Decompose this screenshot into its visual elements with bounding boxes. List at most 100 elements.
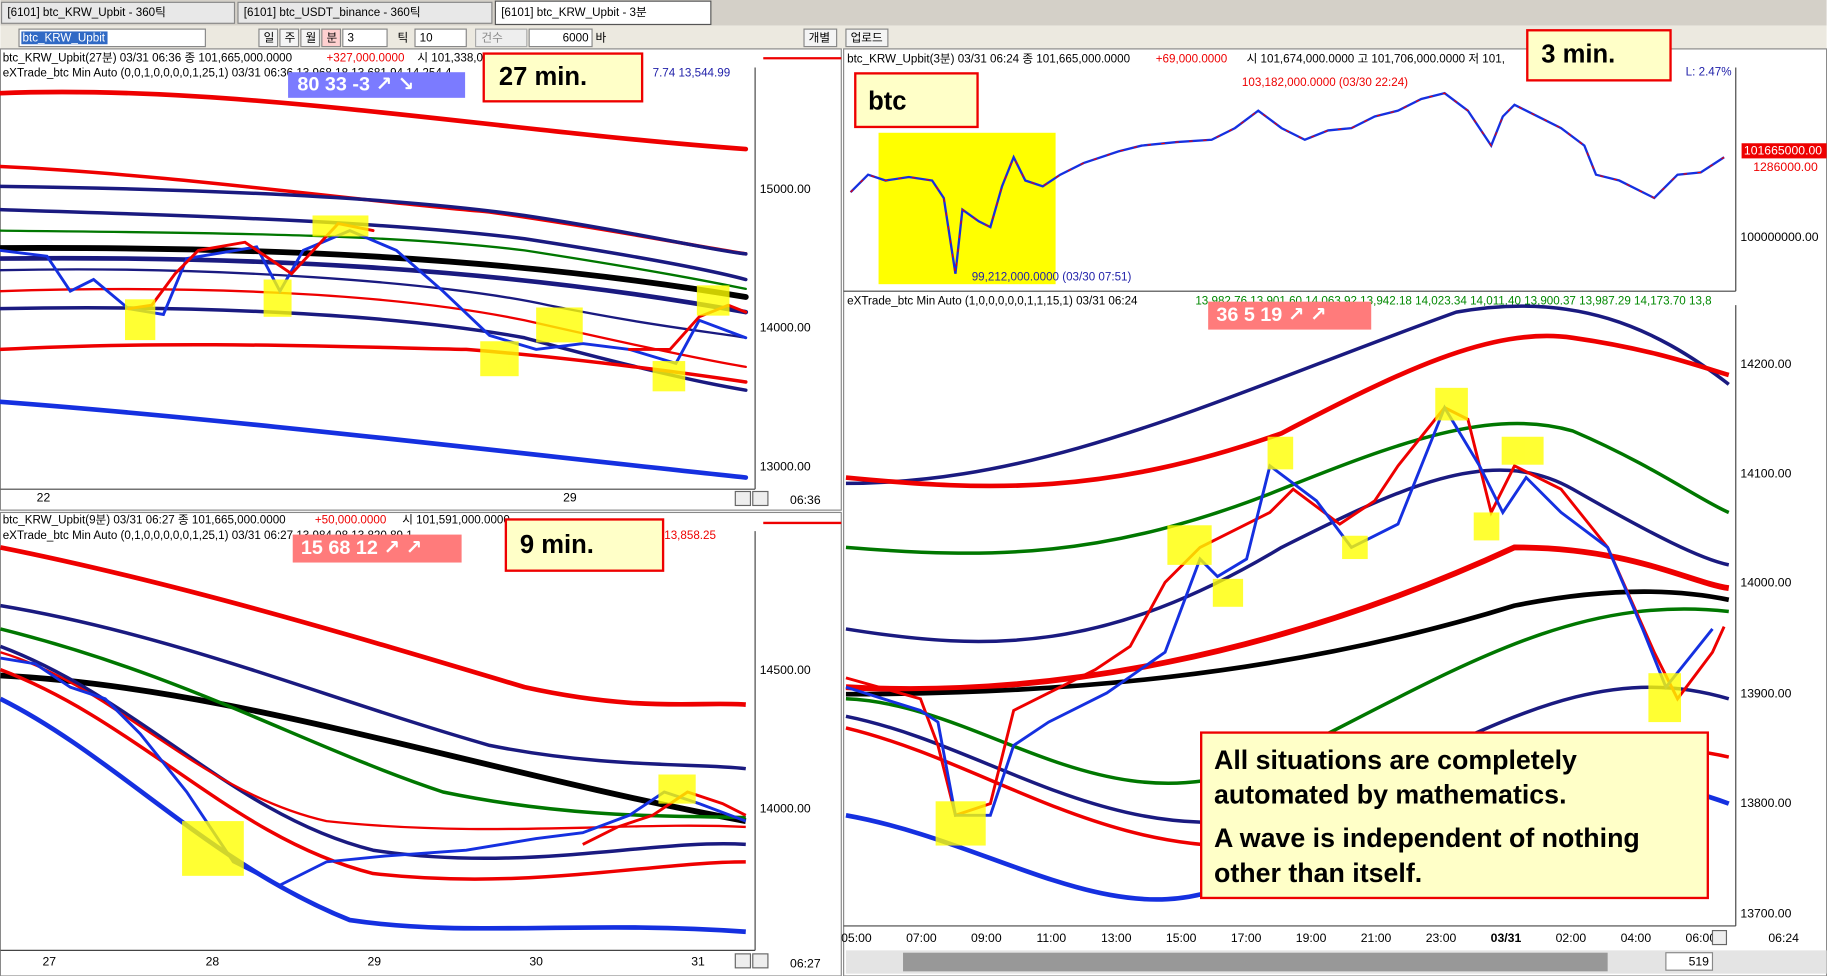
button: [300, 28, 321, 48]
tab-label: [6101] btc_KRW_Upbit - 3분: [501, 6, 647, 19]
x-tick-label: 04:00: [1621, 931, 1652, 945]
button: [279, 28, 300, 48]
callout-text: 9 min.: [520, 531, 594, 559]
indicator-header: eXTrade_btc Min Auto (1,0,0,0,0,0,1,1,15…: [847, 295, 1138, 308]
highlight: [1267, 436, 1294, 470]
badge: [292, 534, 462, 563]
highlight: [1648, 673, 1682, 723]
highlight: [1342, 535, 1368, 560]
price-line: [0, 229, 748, 366]
band-line: [845, 304, 1730, 486]
price-line: [627, 303, 748, 351]
price-line: [845, 405, 1726, 818]
tab-active[interactable]: [494, 0, 712, 26]
highlight: [1501, 436, 1544, 465]
x-tick-label: 27: [43, 954, 57, 968]
band-line: [0, 696, 746, 935]
count-value: 6000: [563, 32, 589, 45]
band-line: [0, 207, 748, 282]
y-tick-label: 14100.00: [1740, 466, 1791, 480]
y-tick-label: 13800.00: [1740, 796, 1791, 810]
group: 05:00 07:00 09:00 11:00 13:00 15:00 17:00 19:00…: [841, 931, 1716, 945]
price-last: 101665000.00: [1744, 144, 1822, 158]
band-line: [0, 399, 749, 480]
tab-label: [6101] btc_KRW_Upbit - 360틱: [7, 6, 165, 19]
price-line: [850, 92, 1725, 274]
note-line: All situations are completely: [1214, 745, 1577, 775]
button: [845, 28, 889, 48]
indicator-header: 13,858.25: [664, 529, 716, 542]
x-tick-label: 17:00: [1231, 931, 1262, 945]
button: [803, 28, 838, 48]
icon-button[interactable]: [734, 490, 752, 507]
x-tick-label: 29: [367, 954, 381, 968]
group: [182, 774, 696, 876]
x-tick-label: 19:00: [1296, 931, 1327, 945]
badge-text: 36 5 19 ↗ ↗: [1216, 304, 1326, 326]
callout: [1526, 29, 1672, 82]
band-line: [0, 245, 749, 300]
band-line: [0, 603, 747, 771]
band-line: [0, 627, 746, 820]
icon-button[interactable]: [752, 490, 769, 507]
count-label: 건수: [481, 32, 503, 45]
scroll-count: 519: [1689, 954, 1710, 968]
tab: [237, 1, 493, 24]
volume-overview: [903, 952, 1608, 972]
range-label: L: 2.47%: [1686, 65, 1732, 78]
time-label: 06:24: [1768, 931, 1799, 945]
highlight: [1473, 512, 1500, 541]
band-line: [845, 468, 1730, 644]
button-label: 개별: [809, 32, 830, 45]
button-label: 분: [327, 32, 338, 45]
count-input: [528, 28, 593, 48]
time-label: 06:27: [790, 957, 821, 971]
x-tick-label: 31: [691, 954, 705, 968]
x-tick-label: 30: [529, 954, 543, 968]
highlight: [658, 774, 696, 804]
x-tick-label: 15:00: [1166, 931, 1197, 945]
x-tick-label: 29: [563, 491, 577, 505]
tab: [0, 1, 236, 24]
band-line: [0, 668, 746, 881]
time-label: 06:36: [790, 493, 821, 507]
icon-button[interactable]: [734, 953, 752, 969]
icon-button[interactable]: [1711, 929, 1728, 946]
y-tick-label: 14000.00: [760, 802, 811, 816]
callout: [504, 518, 665, 572]
interval-value: 3: [347, 32, 353, 45]
x-tick-label: 07:00: [906, 931, 937, 945]
x-tick-label: 13:00: [1101, 931, 1132, 945]
note-line: automated by mathematics.: [1214, 780, 1567, 810]
band-line: [0, 229, 747, 291]
button-label: 월: [306, 32, 317, 45]
panel-header: btc_KRW_Upbit(27분) 03/31 06:36 종 101,665…: [3, 51, 293, 64]
highlight: [652, 361, 686, 392]
group: [125, 215, 730, 392]
panel-change: +69,000.0000: [1156, 52, 1228, 65]
y-tick-label: 14200.00: [1740, 357, 1791, 371]
highlight: [1167, 525, 1212, 565]
band-line: [0, 651, 746, 831]
highlight: [696, 285, 730, 316]
price-change: 1286000.00: [1753, 160, 1818, 174]
panel-header: 시 101,338,0: [417, 51, 483, 64]
y-tick-label: 14000.00: [1740, 576, 1791, 590]
badge: [288, 72, 466, 98]
icon-button[interactable]: [752, 953, 769, 969]
y-tick-label: 100000000.00: [1740, 230, 1818, 244]
highlight: [935, 801, 986, 846]
x-tick-label: 11:00: [1036, 931, 1066, 945]
y-tick-label: 14000.00: [760, 321, 811, 335]
callout-text: 3 min.: [1541, 41, 1615, 69]
x-tick-label: 05:00: [841, 931, 872, 945]
tab-label: [6101] btc_USDT_binance - 360틱: [244, 6, 421, 19]
highlight: [1212, 578, 1244, 607]
tick-label: 틱: [398, 32, 409, 45]
y-tick-label: 15000.00: [760, 182, 811, 196]
interval-select: [342, 28, 388, 48]
badge: [1208, 301, 1372, 330]
note-line: A wave is independent of nothing: [1214, 823, 1640, 853]
selection: [21, 31, 108, 45]
band-line: [0, 89, 749, 152]
